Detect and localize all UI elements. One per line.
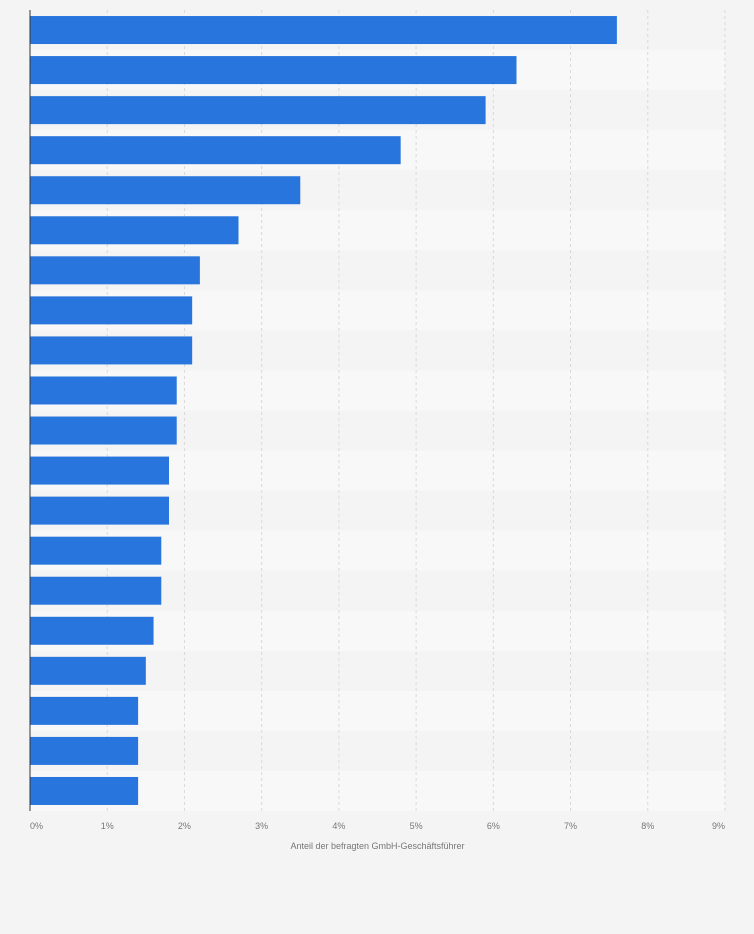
x-tick-label: 7% [564, 821, 577, 831]
row-band [30, 690, 725, 731]
row-band [30, 770, 725, 811]
bar[interactable] [30, 176, 301, 205]
x-tick-label: 6% [487, 821, 500, 831]
bar[interactable] [30, 496, 169, 525]
bar[interactable] [30, 136, 401, 165]
bar[interactable] [30, 296, 193, 325]
bar[interactable] [30, 416, 177, 445]
bar[interactable] [30, 96, 486, 125]
x-tick-label: 1% [101, 821, 114, 831]
bar[interactable] [30, 216, 239, 245]
x-tick-label: 9% [712, 821, 725, 831]
bar[interactable] [30, 616, 154, 645]
bars [30, 16, 617, 805]
bar[interactable] [30, 456, 169, 485]
x-tick-label: 5% [410, 821, 423, 831]
bar[interactable] [30, 56, 517, 85]
x-tick-label: 8% [641, 821, 654, 831]
bar[interactable] [30, 256, 200, 285]
bar[interactable] [30, 576, 162, 605]
bar[interactable] [30, 16, 617, 45]
x-tick-label: 4% [332, 821, 345, 831]
x-tick-labels: 0% 1% 2% 3% 4% 5% 6% 7% 8% 9% [30, 821, 725, 831]
bar[interactable] [30, 376, 177, 405]
bar[interactable] [30, 736, 139, 765]
bar[interactable] [30, 696, 139, 725]
x-tick-label: 3% [255, 821, 268, 831]
row-bands [30, 10, 725, 811]
bar[interactable] [30, 656, 146, 685]
x-tick-label: 2% [178, 821, 191, 831]
row-band [30, 730, 725, 771]
bar[interactable] [30, 536, 162, 565]
bar[interactable] [30, 776, 139, 805]
x-axis-label: Anteil der befragten GmbH-Geschäftsführe… [290, 841, 464, 851]
x-tick-label: 0% [30, 821, 43, 831]
bar[interactable] [30, 336, 193, 365]
